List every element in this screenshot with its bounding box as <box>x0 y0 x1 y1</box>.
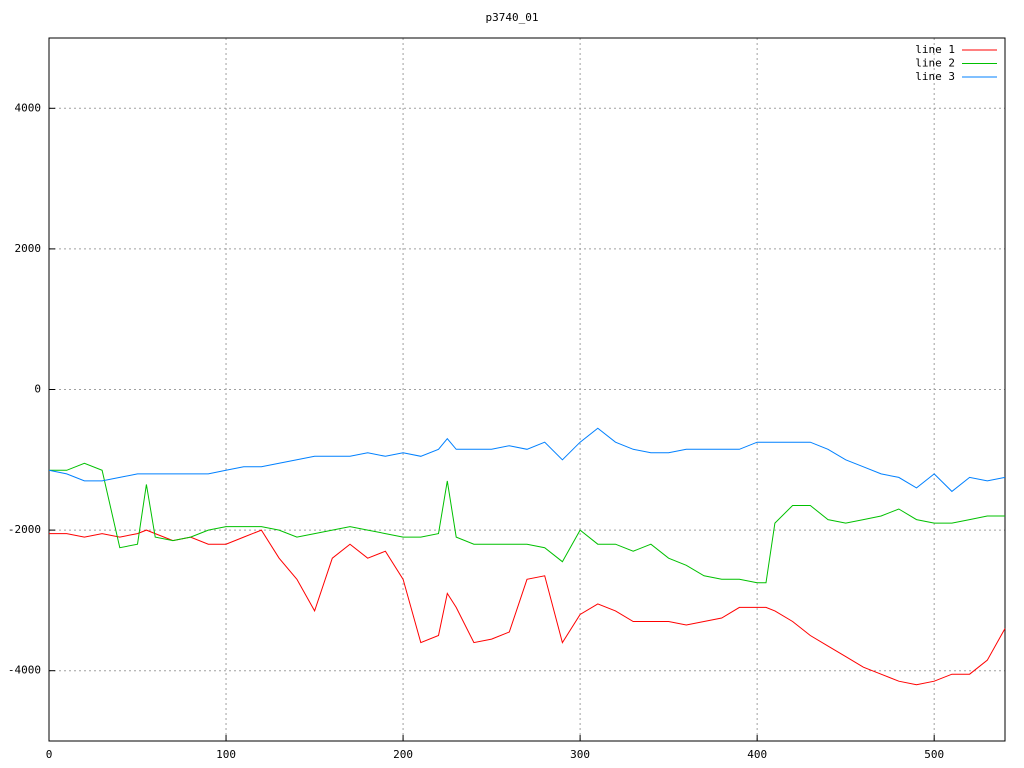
y-tick-label: 4000 <box>15 101 42 114</box>
x-tick-label: 500 <box>924 748 944 761</box>
x-tick-label: 400 <box>747 748 767 761</box>
legend-label: line 2 <box>915 57 955 70</box>
data-line <box>49 529 1006 686</box>
x-tick-label: 200 <box>393 748 413 761</box>
chart-title: p3740_01 <box>486 11 539 24</box>
legend-label: line 1 <box>915 43 955 56</box>
x-tick-label: 100 <box>216 748 236 761</box>
y-tick-label: -2000 <box>8 523 41 536</box>
y-tick-label: 0 <box>34 383 41 396</box>
y-tick-label: 2000 <box>15 242 42 255</box>
data-line <box>48 427 1006 493</box>
x-tick-label: 300 <box>570 748 590 761</box>
x-tick-label: 0 <box>46 748 53 761</box>
data-line <box>49 462 1005 584</box>
plot-border <box>48 37 1006 742</box>
legend-label: line 3 <box>915 70 955 83</box>
y-tick-label: -4000 <box>8 664 41 677</box>
